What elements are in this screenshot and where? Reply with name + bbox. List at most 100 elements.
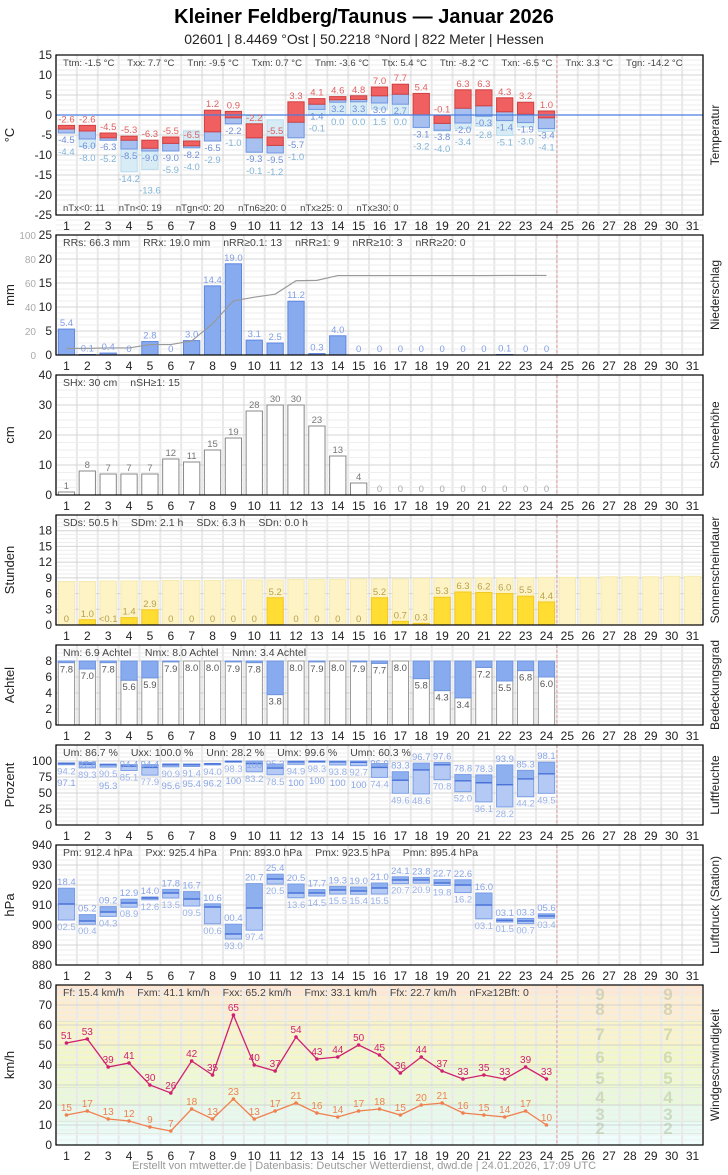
- tmin-label: -9.5: [267, 155, 283, 166]
- y2-tick-label: 80: [25, 255, 37, 266]
- humidity-min-label: 90.9: [162, 769, 181, 780]
- sun-label: 0: [210, 614, 215, 625]
- panel-side-label: Niederschlag: [708, 260, 722, 330]
- pressure-max-label: 16.7: [182, 881, 201, 892]
- x-tick-label: 3: [105, 359, 112, 373]
- tmax-label: 1.2: [206, 99, 219, 110]
- ground-min-label: -3.0: [517, 137, 533, 148]
- pressure-lower-bar: [475, 904, 493, 920]
- cloud-bar: [496, 660, 514, 682]
- x-tick-label: 5: [147, 729, 154, 743]
- stat-top: nRR≥1: 9: [295, 237, 339, 249]
- humidity-min-label: 85.1: [120, 773, 139, 784]
- stat-bottom: nTx≥25: 0: [300, 203, 342, 214]
- x-tick-label: 25: [561, 829, 575, 843]
- sun-bar: [454, 591, 472, 626]
- precip-label: 0: [168, 344, 173, 355]
- x-tick-label: 6: [167, 629, 174, 643]
- x-tick-label: 13: [310, 359, 324, 373]
- x-tick-label: 10: [248, 359, 262, 373]
- gust-wind-label: 35: [207, 1063, 219, 1074]
- x-tick-label: 15: [352, 1149, 366, 1163]
- tmin-label: -3.4: [538, 131, 554, 142]
- snow-label: 13: [332, 445, 343, 456]
- beaufort-band: [56, 1067, 703, 1087]
- pressure-max-label: 14.0: [141, 886, 160, 897]
- humidity-upper-bar: [516, 769, 535, 780]
- snow-bar: [349, 482, 368, 496]
- x-tick-label: 3: [105, 499, 112, 513]
- x-tick-label: 31: [686, 829, 700, 843]
- mean-wind-point: [168, 1129, 173, 1133]
- ground-min-label: 0.0: [352, 117, 365, 128]
- panel-side-label: Windgeschwindigkeit: [708, 1008, 722, 1121]
- beaufort-number: 5: [663, 1069, 672, 1088]
- y-tick-label: 15: [39, 539, 53, 553]
- beaufort-number: 6: [595, 1048, 604, 1067]
- humidity-lower-bar: [537, 773, 556, 794]
- humidity-max-label: 100: [309, 776, 325, 787]
- sun-bar: [433, 596, 451, 626]
- snow-bar: [329, 455, 347, 496]
- snow-label: 7: [147, 463, 152, 474]
- ground-min-label: 0.0: [394, 117, 407, 128]
- x-tick-label: 28: [623, 359, 637, 373]
- x-tick-label: 5: [147, 629, 154, 643]
- x-tick-label: 17: [394, 1149, 408, 1163]
- mean-wind-point: [440, 1101, 444, 1105]
- x-tick-label: 26: [582, 1149, 596, 1163]
- x-tick-label: 5: [147, 359, 154, 373]
- pressure-min-label: 00.7: [516, 926, 535, 937]
- tmax-bar: [475, 89, 493, 107]
- humidity-min-label: 83.2: [245, 774, 264, 785]
- y-tick-label: 30: [39, 398, 53, 412]
- x-tick-label: 9: [230, 829, 237, 843]
- gust-wind-point: [168, 1091, 173, 1095]
- y-tick-label: 930: [32, 858, 52, 872]
- x-tick-label: 24: [540, 829, 554, 843]
- gust-wind-point: [127, 1061, 131, 1065]
- x-tick-label: 1: [63, 829, 70, 843]
- x-tick-label: 24: [540, 969, 554, 983]
- x-tick-label: 18: [415, 1149, 429, 1163]
- precip-label: 0: [460, 344, 465, 355]
- mean-wind-label: 15: [478, 1103, 490, 1114]
- x-tick-label: 10: [248, 219, 262, 233]
- mean-wind-point: [461, 1111, 465, 1115]
- gust-wind-point: [106, 1065, 110, 1069]
- sun-label: 0: [231, 614, 236, 625]
- tmin-label: -3.1: [413, 129, 429, 140]
- humidity-upper-bar: [391, 771, 410, 781]
- x-tick-label: 18: [415, 499, 429, 513]
- stat-top: Fxx: 65.2 km/h: [223, 987, 292, 999]
- x-tick-label: 25: [561, 499, 575, 513]
- panel-side-label: Luftfeuchte: [708, 755, 722, 815]
- mean-wind-label: 17: [82, 1099, 94, 1110]
- x-tick-label: 25: [561, 729, 575, 743]
- x-tick-label: 18: [415, 729, 429, 743]
- y-axis-label: hPa: [2, 893, 17, 917]
- beaufort-number: 7: [663, 1025, 672, 1044]
- cloud-bar: [349, 660, 368, 663]
- x-tick-label: 25: [561, 969, 575, 983]
- panel-frame: [55, 744, 704, 826]
- x-tick-label: 11: [269, 729, 282, 743]
- y-tick-label: 18: [39, 524, 53, 538]
- ground-min-label: -4.0: [183, 162, 199, 173]
- x-tick-label: 15: [352, 729, 366, 743]
- pressure-min-label: 20.7: [391, 886, 410, 897]
- mean-wind-label: 9: [147, 1115, 153, 1126]
- tmax-label: 3.3: [289, 91, 302, 102]
- y-tick-label: 910: [32, 898, 52, 912]
- x-tick-label: 31: [686, 969, 700, 983]
- precip-label: 0: [419, 344, 424, 355]
- humidity-min-label: 98.3: [308, 764, 327, 775]
- ground-min-label: -1.0: [288, 152, 304, 163]
- gust-wind-label: 51: [61, 1031, 73, 1042]
- y-tick-label: 0: [45, 618, 52, 632]
- tmax-bar: [141, 139, 159, 149]
- x-tick-label: 31: [686, 219, 700, 233]
- sun-label: 1.4: [122, 607, 135, 618]
- gust-wind-label: 26: [165, 1081, 177, 1092]
- x-tick-label: 4: [126, 969, 133, 983]
